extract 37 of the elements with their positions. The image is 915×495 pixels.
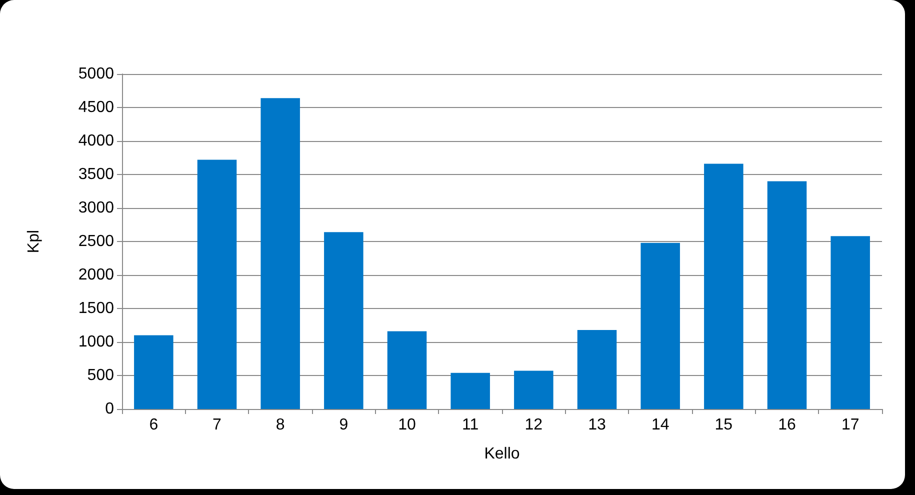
bar (134, 335, 174, 409)
bar (767, 181, 807, 409)
bar (324, 232, 364, 409)
y-tick-label: 2500 (78, 233, 114, 250)
bar (514, 370, 554, 409)
x-tick-label: 11 (462, 416, 479, 434)
x-axis-title: Kello (484, 446, 520, 462)
bar (830, 236, 870, 409)
x-tick-label: 8 (276, 416, 285, 434)
x-tick-label: 12 (524, 416, 543, 434)
x-tick-label: 14 (651, 416, 670, 434)
x-tick-label: 9 (339, 416, 348, 434)
bar (640, 242, 680, 409)
y-tick-label: 4000 (78, 132, 114, 150)
y-tick-label: 500 (87, 367, 114, 384)
y-tick-label: 0 (105, 400, 114, 418)
x-tick-label: 16 (778, 416, 796, 434)
x-tick-label: 15 (714, 416, 733, 434)
x-tick-label: 17 (841, 416, 860, 434)
x-tick-label: 6 (149, 416, 158, 434)
y-tick-label: 4500 (78, 99, 114, 116)
bar (387, 331, 427, 409)
y-tick-label: 1000 (78, 334, 114, 350)
bar (197, 160, 237, 409)
y-tick-label: 5000 (78, 66, 114, 82)
bar (704, 164, 744, 409)
bar (450, 372, 490, 409)
y-tick-label: 3000 (78, 200, 114, 216)
y-tick-label: 1500 (78, 300, 114, 317)
x-tick-label: 13 (588, 416, 606, 434)
y-tick-label: 2000 (78, 266, 114, 284)
x-tick-label: 7 (212, 416, 222, 434)
bar (577, 330, 617, 409)
y-tick-label: 3500 (78, 166, 114, 183)
x-tick-label: 10 (398, 416, 416, 434)
y-axis-title: Kpl (26, 230, 42, 254)
bar (260, 98, 300, 409)
